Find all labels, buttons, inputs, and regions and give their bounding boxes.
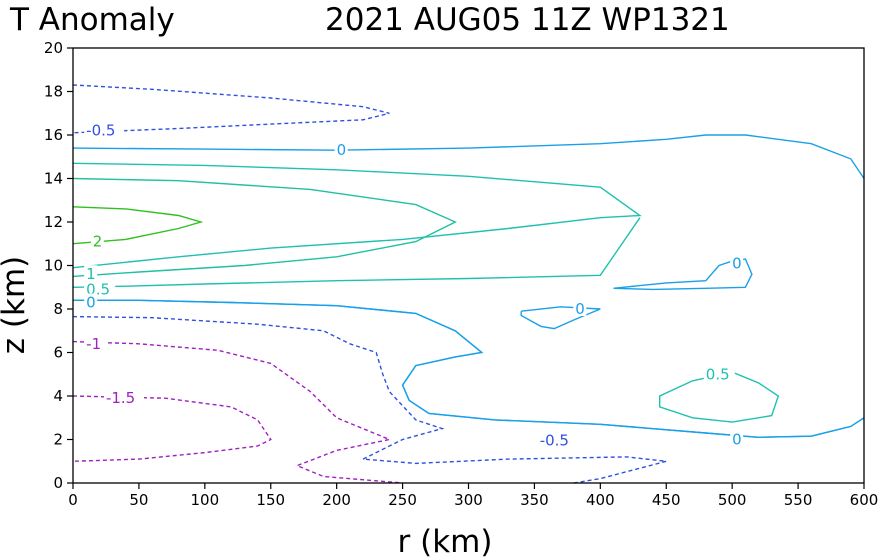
x-tick-label-8: 400 bbox=[586, 491, 615, 509]
y-tick-label-9: 18 bbox=[44, 83, 63, 101]
contour-label-9: 0 bbox=[732, 254, 742, 272]
contour-label-bg-6 bbox=[84, 334, 107, 351]
contour-label-2: 2 bbox=[93, 233, 103, 251]
contour-label-bg-4 bbox=[84, 280, 116, 297]
contour-label-bg-2 bbox=[90, 232, 104, 249]
contour-line-5 bbox=[72, 217, 641, 288]
contour-line-11 bbox=[72, 315, 667, 484]
contour-label-12: 0 bbox=[732, 431, 742, 449]
contour-label-3: 1 bbox=[86, 265, 96, 283]
contour-label-bg-9 bbox=[730, 254, 744, 271]
contour-line-9 bbox=[613, 258, 753, 291]
contour-label-11: -0.5 bbox=[540, 432, 569, 450]
contour-line-1 bbox=[72, 134, 865, 179]
x-tick-label-6: 300 bbox=[454, 491, 483, 509]
contour-label-bg-1 bbox=[334, 141, 348, 158]
y-tick-label-5: 10 bbox=[44, 257, 63, 275]
contour-line-13 bbox=[72, 395, 272, 462]
y-tick-label-6: 12 bbox=[44, 213, 63, 231]
y-tick-label-3: 6 bbox=[53, 344, 63, 362]
contour-label-10: 0.5 bbox=[706, 365, 730, 383]
y-tick-label-7: 14 bbox=[44, 170, 63, 188]
y-tick-label-10: 20 bbox=[44, 39, 63, 57]
contour-line-3 bbox=[72, 177, 457, 278]
contour-label-bg-10 bbox=[703, 365, 735, 382]
contour-label-bg-5 bbox=[84, 293, 98, 310]
x-tick-label-4: 200 bbox=[322, 491, 351, 509]
contour-label-bg-3 bbox=[84, 265, 98, 282]
contour-label-bg-7 bbox=[103, 389, 144, 406]
contour-label-bg-11 bbox=[537, 431, 578, 448]
y-axis-label: z (km) bbox=[0, 256, 32, 354]
y-tick-label-8: 16 bbox=[44, 126, 63, 144]
x-tick-label-3: 150 bbox=[256, 491, 285, 509]
y-tick-label-4: 8 bbox=[53, 300, 63, 318]
contour-line-0 bbox=[72, 84, 390, 134]
x-tick-label-7: 350 bbox=[520, 491, 549, 509]
x-tick-label-5: 250 bbox=[388, 491, 417, 509]
y-tick-label-1: 2 bbox=[53, 431, 63, 449]
contour-line-4 bbox=[72, 206, 204, 245]
contour-label-0: -0.5 bbox=[86, 122, 115, 140]
contour-label-bg-0 bbox=[84, 121, 125, 138]
contour-label-8: 0 bbox=[575, 300, 585, 318]
x-tick-label-10: 500 bbox=[718, 491, 747, 509]
x-tick-label-12: 600 bbox=[850, 491, 879, 509]
contour-line-2 bbox=[72, 162, 642, 269]
x-tick-label-2: 100 bbox=[191, 491, 220, 509]
x-tick-label-11: 550 bbox=[784, 491, 813, 509]
contour-label-7: -1.5 bbox=[106, 389, 135, 407]
chart-title-right: 2021 AUG05 11Z WP1321 bbox=[325, 2, 730, 38]
contour-label-bg-12 bbox=[730, 430, 744, 447]
contour-line-12 bbox=[72, 340, 403, 484]
contour-label-1: 0 bbox=[337, 141, 347, 159]
contour-label-5: 0 bbox=[86, 293, 96, 311]
y-tick-label-0: 0 bbox=[53, 474, 63, 492]
contour-line-7 bbox=[73, 299, 865, 439]
contour-line-10 bbox=[659, 371, 780, 423]
chart-title-left: T Anomaly bbox=[9, 2, 175, 38]
x-tick-label-0: 0 bbox=[68, 491, 78, 509]
x-tick-label-9: 450 bbox=[652, 491, 681, 509]
x-axis-label: r (km) bbox=[398, 524, 493, 559]
contour-label-6: -1 bbox=[86, 335, 101, 353]
contour-label-bg-8 bbox=[573, 300, 587, 316]
x-tick-label-1: 50 bbox=[129, 491, 148, 509]
contour-line-8 bbox=[520, 306, 601, 330]
y-tick-label-2: 4 bbox=[53, 387, 63, 405]
